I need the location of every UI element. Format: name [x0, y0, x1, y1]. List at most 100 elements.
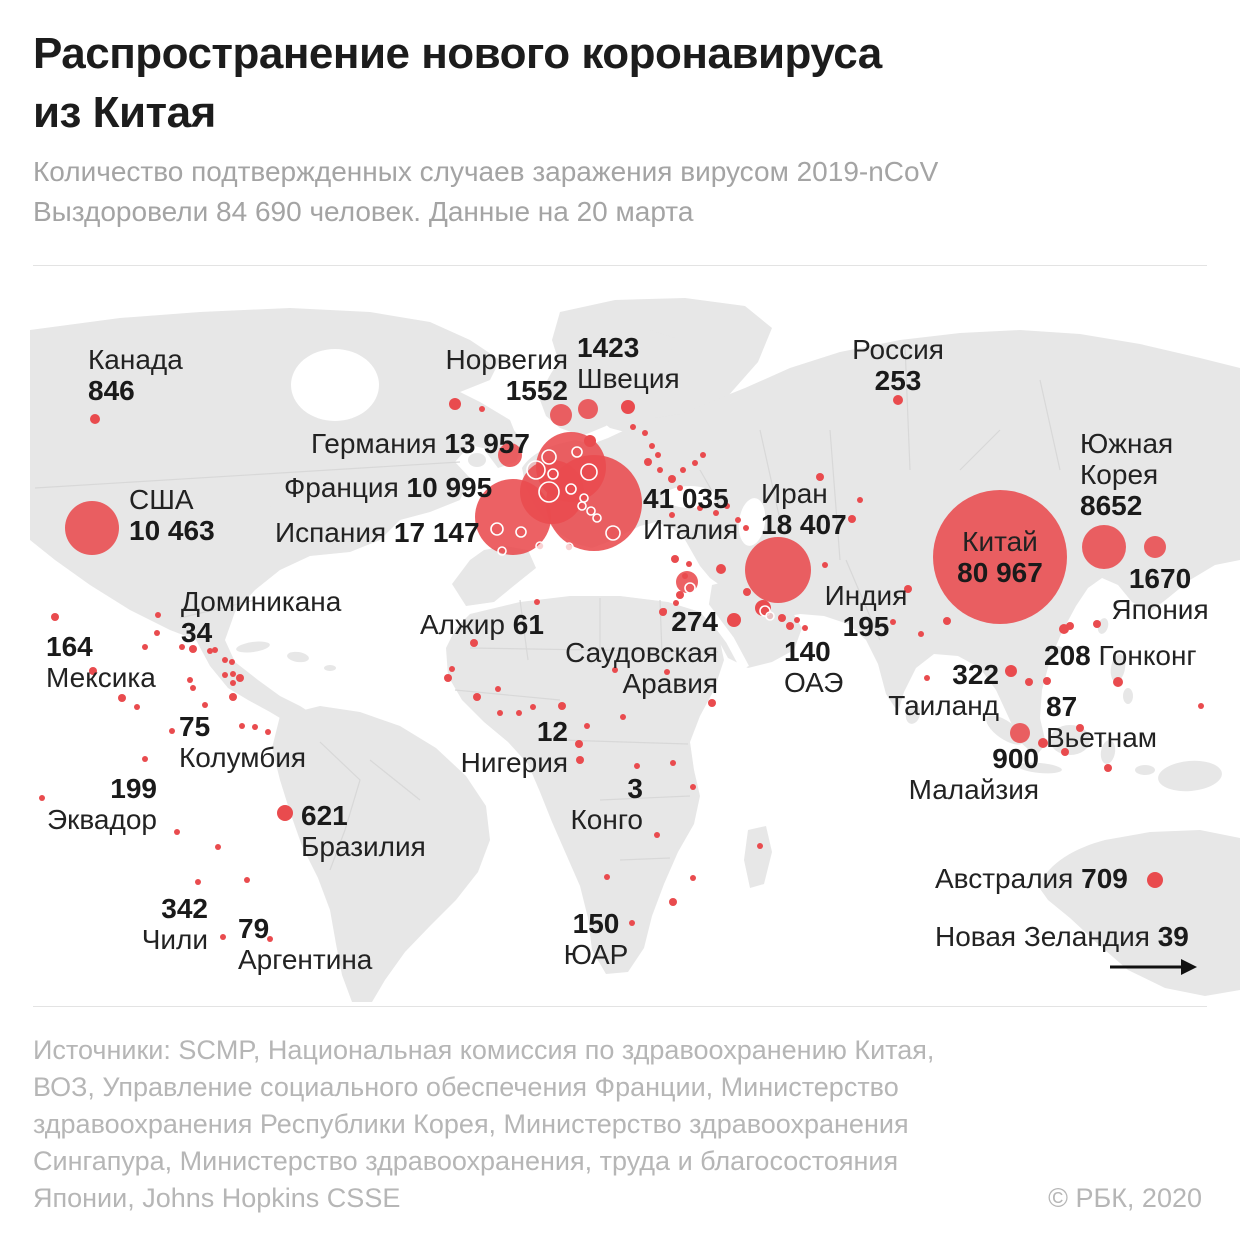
case-dot — [1076, 724, 1084, 732]
china-bubble — [933, 490, 1067, 624]
case-dot — [743, 525, 749, 531]
case-dot — [786, 622, 794, 630]
country-border-line — [659, 599, 663, 655]
case-dot — [51, 613, 59, 621]
case-dot — [229, 659, 235, 665]
case-dot — [670, 760, 676, 766]
country-border-line — [699, 469, 721, 506]
sea-shape — [291, 349, 379, 421]
case-dot — [629, 920, 635, 926]
island-shape — [1172, 502, 1184, 522]
case-dot — [654, 832, 660, 838]
case-dot — [267, 936, 273, 942]
island-shape — [324, 665, 336, 671]
case-dot — [154, 630, 160, 636]
case-dot — [155, 612, 161, 618]
country-border-line — [454, 689, 561, 701]
case-ring — [526, 460, 546, 480]
case-dot — [904, 585, 912, 593]
case-dot — [142, 756, 148, 762]
case-dot — [1043, 677, 1051, 685]
copyright-credit: © РБК, 2020 — [1048, 1183, 1202, 1213]
sources-line: Источники: SCMP, Национальная комиссия п… — [33, 1035, 935, 1065]
island-shape — [1158, 760, 1222, 792]
case-dot — [612, 667, 618, 673]
case-dot — [778, 614, 786, 622]
case-dot — [187, 677, 193, 683]
sea-shape — [696, 597, 749, 671]
case-dot — [229, 693, 237, 701]
country-border-line — [519, 599, 529, 661]
case-dot — [700, 452, 706, 458]
sources-line: здравоохранения Республики Корея, Минист… — [33, 1109, 909, 1139]
case-dot — [655, 452, 661, 458]
title-line-2: из Китая — [33, 88, 216, 137]
case-dot — [664, 669, 670, 675]
country-border-line — [559, 739, 689, 745]
island-shape — [1135, 765, 1155, 775]
case-dot — [470, 639, 478, 647]
case-dot — [222, 672, 228, 678]
case-dot — [497, 710, 503, 716]
iran-bubble — [745, 537, 811, 603]
case-dot — [943, 617, 951, 625]
japan-bubble — [1144, 536, 1166, 558]
case-dot — [890, 619, 896, 625]
new-zealand-arrow-icon — [1110, 959, 1197, 975]
continent-shape — [744, 826, 772, 888]
case-dot — [575, 740, 583, 748]
case-ring — [577, 501, 587, 511]
case-dot — [118, 694, 126, 702]
case-dot — [179, 644, 185, 650]
case-dot — [1066, 622, 1074, 630]
case-ring — [586, 506, 596, 516]
continent-shape — [452, 546, 536, 606]
case-dot — [692, 460, 698, 466]
russia-bubble — [893, 395, 903, 405]
country-border-line — [369, 759, 421, 801]
brazil-bubble — [277, 805, 293, 821]
case-dot — [673, 600, 679, 606]
case-dot — [724, 503, 730, 509]
thailand-bubble — [1005, 665, 1017, 677]
case-dot — [659, 608, 667, 616]
case-dot — [697, 505, 703, 511]
case-dot — [516, 710, 522, 716]
case-ring — [497, 546, 507, 556]
continent-shape — [1038, 830, 1240, 996]
case-dot — [642, 430, 648, 436]
island-shape — [1179, 454, 1191, 486]
case-ring — [571, 446, 583, 458]
case-dot — [212, 647, 218, 653]
case-dot — [252, 724, 258, 730]
saudi-arabia-bubble — [727, 613, 741, 627]
case-dot — [690, 875, 696, 881]
case-dot — [495, 686, 501, 692]
country-border-line — [829, 429, 841, 561]
case-ring — [579, 493, 589, 503]
case-dot — [1038, 738, 1048, 748]
sea-shape — [664, 486, 716, 508]
sources-line: Сингапура, Министерство здравоохранения,… — [33, 1146, 899, 1176]
case-dot — [449, 666, 455, 672]
south-korea-bubble — [1082, 525, 1126, 569]
island-shape — [1050, 725, 1090, 755]
island-shape — [1100, 740, 1116, 764]
country-border-line — [34, 461, 461, 489]
country-border-line — [619, 857, 671, 861]
case-ring — [538, 481, 560, 503]
case-dot — [230, 671, 236, 677]
case-dot — [584, 723, 590, 729]
case-dot — [668, 475, 676, 483]
case-dot — [222, 657, 228, 663]
island-shape — [1123, 688, 1133, 704]
australia-bubble — [1147, 872, 1163, 888]
case-dot — [690, 784, 696, 790]
case-dot — [802, 625, 808, 631]
sea-shape — [738, 498, 766, 546]
case-dot — [174, 829, 180, 835]
country-border-line — [845, 559, 881, 641]
sources-line: Японии, Johns Hopkins CSSE — [33, 1183, 401, 1213]
case-ring — [490, 522, 504, 536]
